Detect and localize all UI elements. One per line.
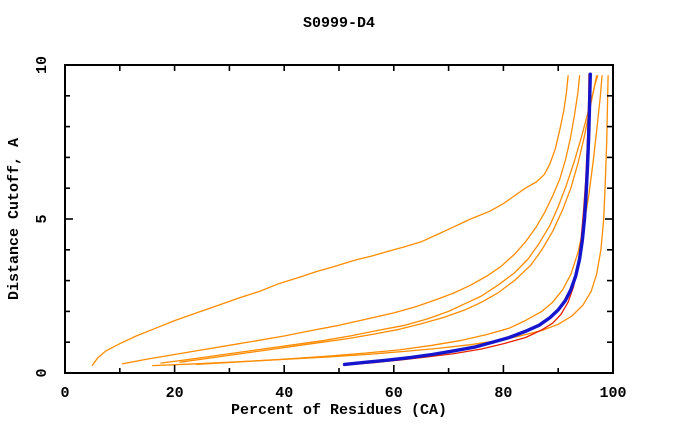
plot-frame [64,64,614,374]
x-tick-label: 60 [385,385,403,402]
y-tick-label: 5 [34,214,51,223]
curve-orange-model-e [195,75,603,366]
curve-orange-model-b [121,75,581,365]
y-tick-label: 10 [34,56,51,74]
x-tick-label: 100 [599,385,626,402]
chart-title: S0999-D4 [303,15,375,32]
x-tick-label: 80 [494,385,512,402]
curve-orange-model-c [160,75,598,364]
curve-orange-model-a [91,75,569,366]
x-tick-label: 20 [166,385,184,402]
curve-group [91,72,609,367]
tick-group [64,65,614,373]
x-axis-label: Percent of Residues (CA) [231,402,447,419]
y-tick-label: 0 [34,368,51,377]
curve-orange-model-d [179,75,599,363]
x-tick-label: 0 [60,385,69,402]
tick-label-group: 0 20 40 60 80 100 0 5 10 [34,56,627,402]
y-axis-label: Distance Cutoff, A [6,138,23,300]
curve-blue-model [342,72,592,367]
x-tick-label: 40 [275,385,293,402]
